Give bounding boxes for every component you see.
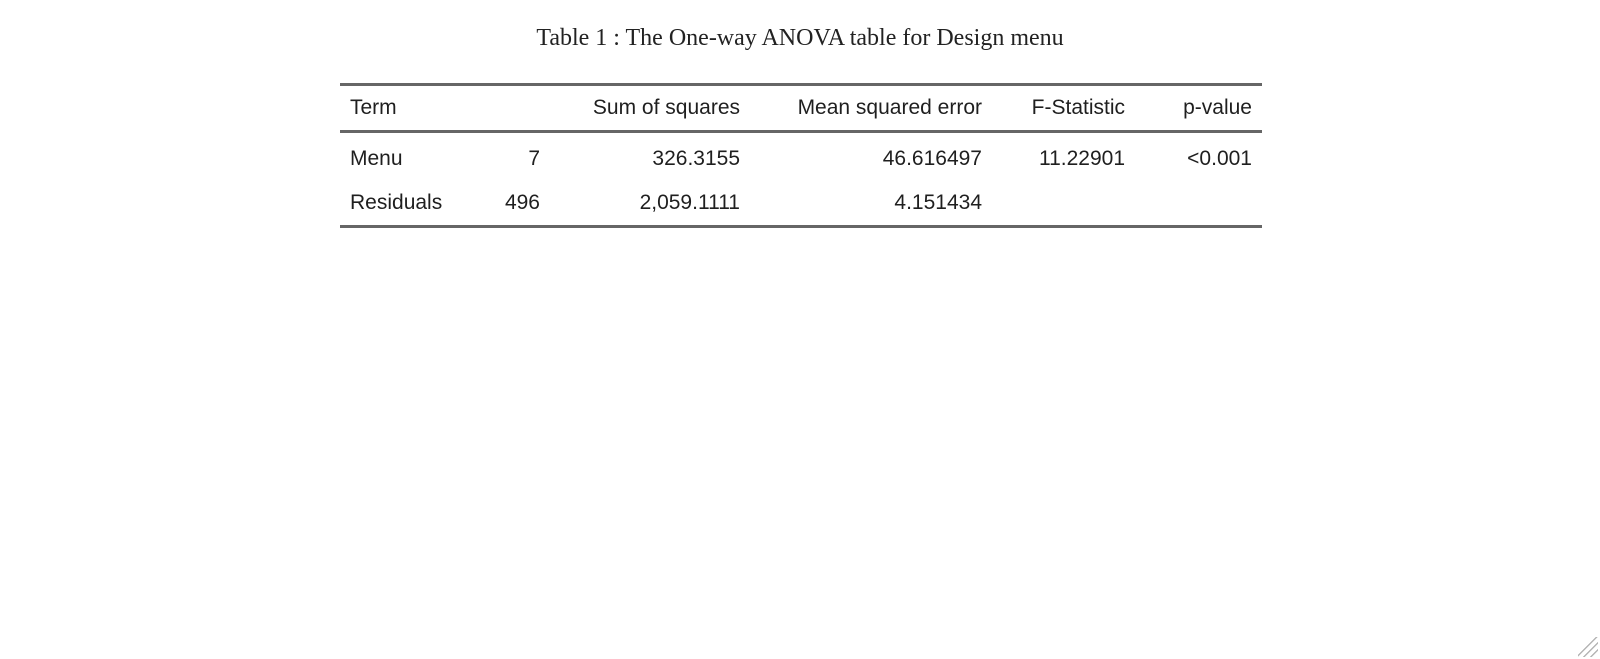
header-row: Term Sum of squares Mean squared error F…	[340, 84, 1262, 132]
cell-term: Menu	[350, 147, 403, 170]
table-row: Residuals 496 2,059.1111 4.151434	[340, 181, 1262, 227]
header-df	[450, 85, 550, 132]
anova-table: Term Sum of squares Mean squared error F…	[340, 83, 1262, 228]
header-f-statistic: F-Statistic	[1031, 96, 1125, 119]
table-row: Menu 7 326.3155 46.616497 11.22901 <0.00…	[340, 132, 1262, 182]
cell-f-statistic	[992, 181, 1135, 227]
cell-mean-squared-error: 4.151434	[894, 191, 982, 214]
header-sum-of-squares: Sum of squares	[592, 96, 740, 119]
header-mean-squared-error: Mean squared error	[797, 96, 982, 119]
header-term: Term	[350, 96, 397, 119]
header-p-value: p-value	[1183, 96, 1252, 119]
resize-grip-icon[interactable]	[1578, 637, 1598, 657]
anova-table-container: Term Sum of squares Mean squared error F…	[340, 83, 1262, 228]
cell-df: 496	[504, 191, 540, 214]
table-caption: Table 1 : The One-way ANOVA table for De…	[536, 25, 1064, 51]
cell-p-value	[1135, 181, 1262, 227]
cell-mean-squared-error: 46.616497	[882, 147, 982, 170]
cell-p-value: <0.001	[1187, 147, 1252, 170]
table-header: Term Sum of squares Mean squared error F…	[340, 84, 1262, 132]
cell-sum-of-squares: 2,059.1111	[639, 191, 740, 214]
table-body: Menu 7 326.3155 46.616497 11.22901 <0.00…	[340, 132, 1262, 227]
cell-df: 7	[528, 147, 540, 170]
cell-term: Residuals	[350, 191, 443, 214]
cell-f-statistic: 11.22901	[1038, 147, 1125, 170]
cell-sum-of-squares: 326.3155	[652, 147, 740, 170]
